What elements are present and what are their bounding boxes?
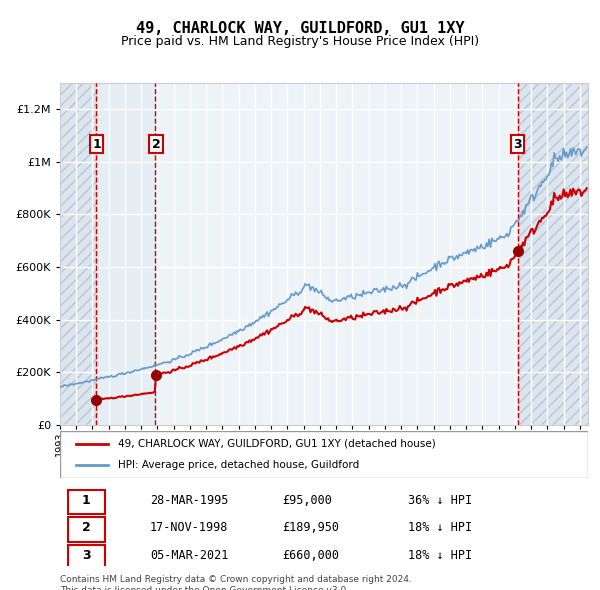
Text: Price paid vs. HM Land Registry's House Price Index (HPI): Price paid vs. HM Land Registry's House … — [121, 35, 479, 48]
Text: 49, CHARLOCK WAY, GUILDFORD, GU1 1XY (detached house): 49, CHARLOCK WAY, GUILDFORD, GU1 1XY (de… — [118, 439, 436, 449]
Text: 18% ↓ HPI: 18% ↓ HPI — [409, 549, 473, 562]
Text: 05-MAR-2021: 05-MAR-2021 — [150, 549, 228, 562]
Bar — [518, 83, 588, 425]
Text: 28-MAR-1995: 28-MAR-1995 — [150, 494, 228, 507]
Text: 1: 1 — [82, 494, 91, 507]
Text: 3: 3 — [82, 549, 91, 562]
Text: 2: 2 — [82, 521, 91, 534]
Text: 18% ↓ HPI: 18% ↓ HPI — [409, 521, 473, 534]
Text: £660,000: £660,000 — [282, 549, 339, 562]
FancyBboxPatch shape — [68, 545, 105, 570]
FancyBboxPatch shape — [60, 431, 588, 478]
FancyBboxPatch shape — [68, 490, 105, 514]
Text: 49, CHARLOCK WAY, GUILDFORD, GU1 1XY: 49, CHARLOCK WAY, GUILDFORD, GU1 1XY — [136, 21, 464, 35]
Text: HPI: Average price, detached house, Guildford: HPI: Average price, detached house, Guil… — [118, 460, 359, 470]
Text: 17-NOV-1998: 17-NOV-1998 — [150, 521, 228, 534]
Text: 36% ↓ HPI: 36% ↓ HPI — [409, 494, 473, 507]
Text: 1: 1 — [92, 137, 101, 150]
Text: 3: 3 — [513, 137, 522, 150]
Text: £189,950: £189,950 — [282, 521, 339, 534]
Text: £95,000: £95,000 — [282, 494, 332, 507]
FancyBboxPatch shape — [68, 517, 105, 542]
Bar — [97, 83, 155, 425]
Bar — [60, 83, 97, 425]
Text: Contains HM Land Registry data © Crown copyright and database right 2024.
This d: Contains HM Land Registry data © Crown c… — [60, 575, 412, 590]
Text: 2: 2 — [152, 137, 160, 150]
